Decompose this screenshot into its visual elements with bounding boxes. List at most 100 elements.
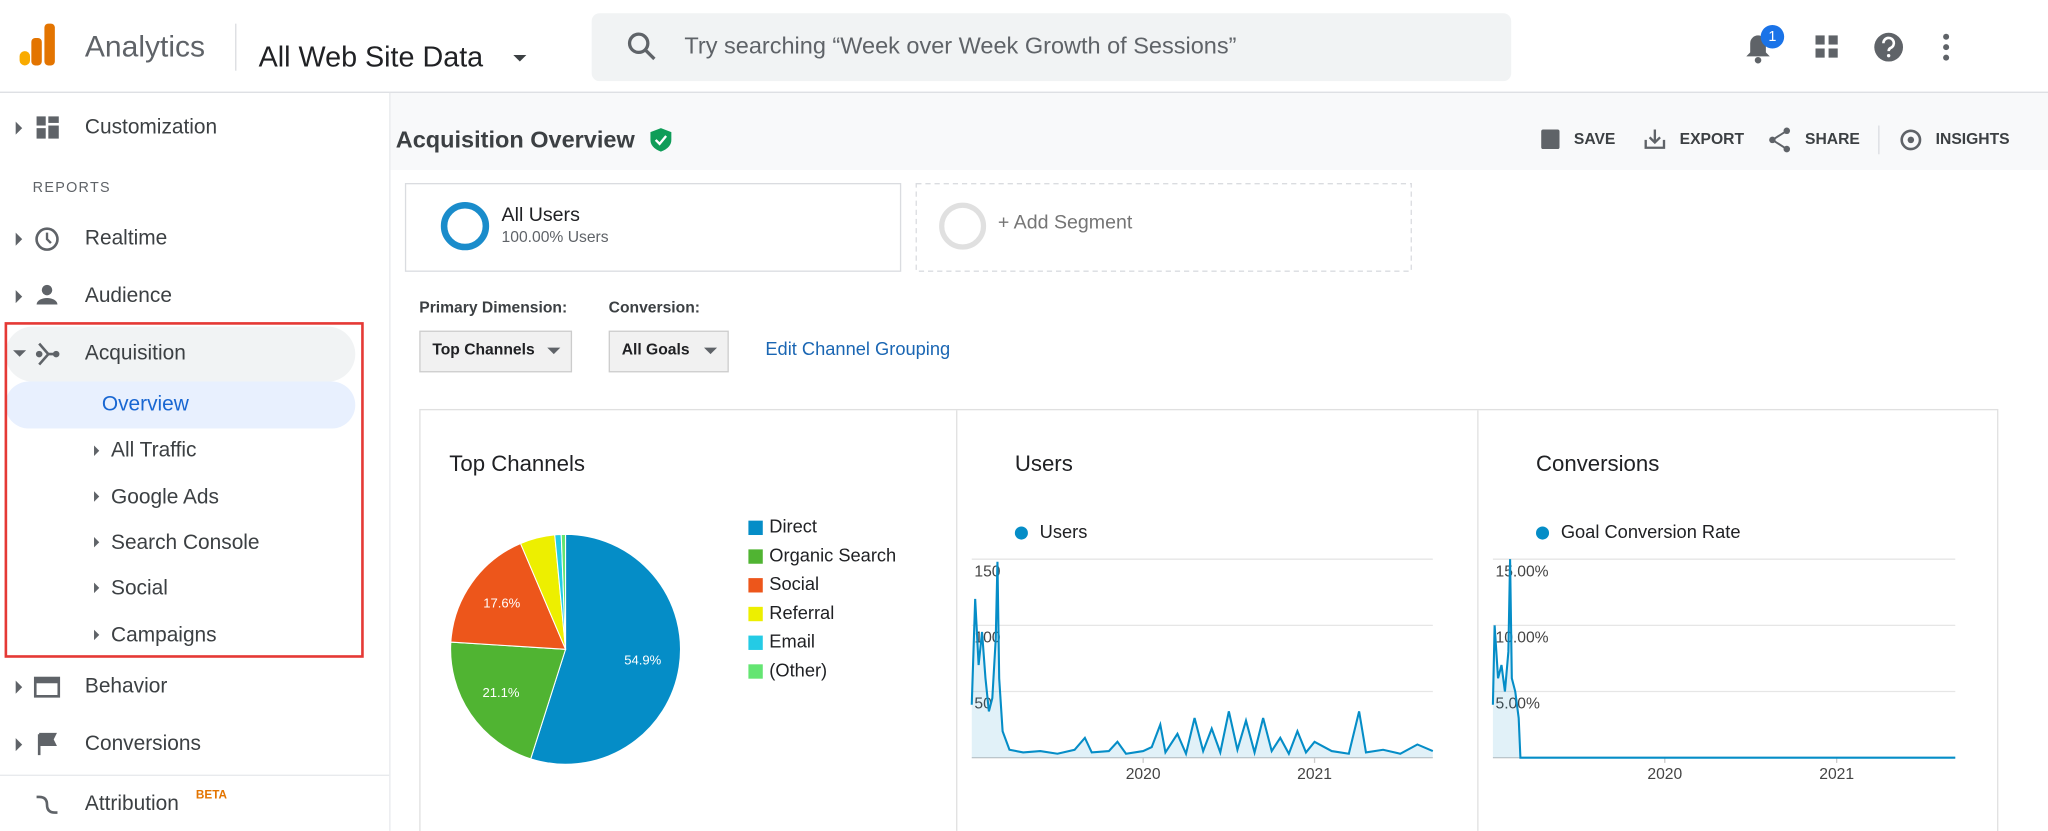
apps-button[interactable] [1815,35,1838,58]
segment-indicator [440,201,490,251]
chart-title: Conversions [1536,451,1659,476]
legend-swatch [748,578,763,593]
legend-label: Social [769,573,819,594]
legend-label: Organic Search [769,544,896,565]
nav-subitem[interactable]: Social [111,577,168,600]
legend-label: Goal Conversion Rate [1561,521,1741,542]
y-tick-label: 15.00% [1496,563,1549,580]
toolbar-icons [1541,127,1922,153]
nav-active-background [5,326,356,382]
legend-swatch [748,606,763,622]
control-label: Conversion: [609,300,700,317]
toolbar-action[interactable]: EXPORT [1680,131,1745,148]
dropdown-arrow [704,347,718,355]
beta-badge: BETA [196,789,228,802]
y-tick-label: 10.00% [1496,630,1549,647]
notification-badge [1760,24,1785,49]
search-placeholder: Try searching “Week over Week Growth of … [684,32,1236,58]
help-glyph [1882,36,1896,52]
search-box[interactable] [591,13,1512,82]
add-segment-card[interactable] [915,183,1412,272]
chart-title: Users [1015,451,1073,476]
segment-card[interactable] [404,183,902,272]
x-tick-label: 2021 [1297,766,1332,783]
dropdown-value: Top Channels [432,341,535,358]
pie-slice [450,641,567,760]
dropdown-arrow [547,347,561,355]
property-dropdown-arrow[interactable] [513,55,527,62]
toolbar-action[interactable]: SHARE [1805,131,1860,148]
legend-swatch [748,635,763,650]
nav-selected-background [5,381,356,429]
logo-bar [19,51,31,66]
nav-section-label: REPORTS [33,180,111,196]
nav-item[interactable]: Behavior [85,675,167,698]
nav-item[interactable]: Conversions [85,732,201,755]
nav-subitem[interactable]: All Traffic [111,438,196,461]
segment-name: All Users [502,204,581,226]
nav-subitem[interactable]: Campaigns [111,624,217,647]
segment-detail: 100.00% Users [502,229,609,246]
content: Analytics All Web Site Data Try searching … [33,29,2010,815]
notification-count: 1 [1768,29,1776,45]
chart-title: Top Channels [449,451,585,476]
nav-subitem[interactable]: Google Ads [111,485,219,508]
pie-label: 54.9% [624,653,661,668]
nav-carets [13,121,100,752]
pie-label: 21.1% [483,685,520,700]
more-button[interactable] [1943,33,1950,61]
nav-item[interactable]: Acquisition [85,342,186,365]
verified-icon [650,128,672,152]
legend-label: (Other) [769,659,827,680]
nav-item[interactable]: Attribution [85,792,179,815]
nav-subitem[interactable]: Overview [102,393,190,416]
toolbar-action[interactable]: SAVE [1574,131,1615,148]
nav-item[interactable]: Realtime [85,227,167,250]
nav-subitem[interactable]: Search Console [111,531,260,554]
pie-slice [530,533,681,765]
x-tick-label: 2020 [1126,766,1161,783]
logo-bar [31,38,42,66]
add-segment-label[interactable]: + Add Segment [998,212,1133,234]
toolbar-background [389,92,2048,170]
legend-label: Referral [769,602,834,623]
legend-swatch [748,520,763,536]
x-tick-label: 2020 [1647,766,1682,783]
pie-label: 17.6% [483,596,520,611]
edit-link[interactable]: Edit Channel Grouping [765,338,950,359]
legend-dot [1014,526,1028,540]
logo-bar [44,23,55,66]
series-line [1491,559,1956,759]
help-dot [1886,53,1891,58]
help-icon [1874,32,1904,62]
search-icon [627,32,656,61]
y-tick-label: 150 [974,563,1000,580]
property-selector[interactable]: All Web Site Data [259,42,484,74]
nav-item[interactable]: Customization [85,116,217,139]
verified-check [654,135,668,146]
legend-swatch [748,549,763,564]
legend-dot [1536,526,1550,540]
page-title: Acquisition Overview [396,126,636,152]
nav-icons [33,116,61,814]
highlight-box [4,322,364,658]
nav-item[interactable]: Audience [85,284,172,307]
legend-label: Direct [769,516,817,537]
pie-slice [450,542,567,650]
pie-slice [560,533,567,650]
logo[interactable] [19,23,55,66]
help-button[interactable] [1874,32,1904,62]
legend-label: Email [769,631,815,652]
legend-swatch [748,664,763,679]
primary-dimension-dropdown[interactable] [419,330,573,373]
series-line [970,561,1434,758]
control-label: Primary Dimension: [419,300,567,317]
legend-label: Users [1040,521,1088,542]
notifications-button[interactable] [1746,24,1785,64]
bell-clapper [1754,56,1762,64]
add-segment-indicator [939,202,987,250]
charts-panel [419,408,1999,831]
toolbar-action[interactable]: INSIGHTS [1936,131,2010,148]
